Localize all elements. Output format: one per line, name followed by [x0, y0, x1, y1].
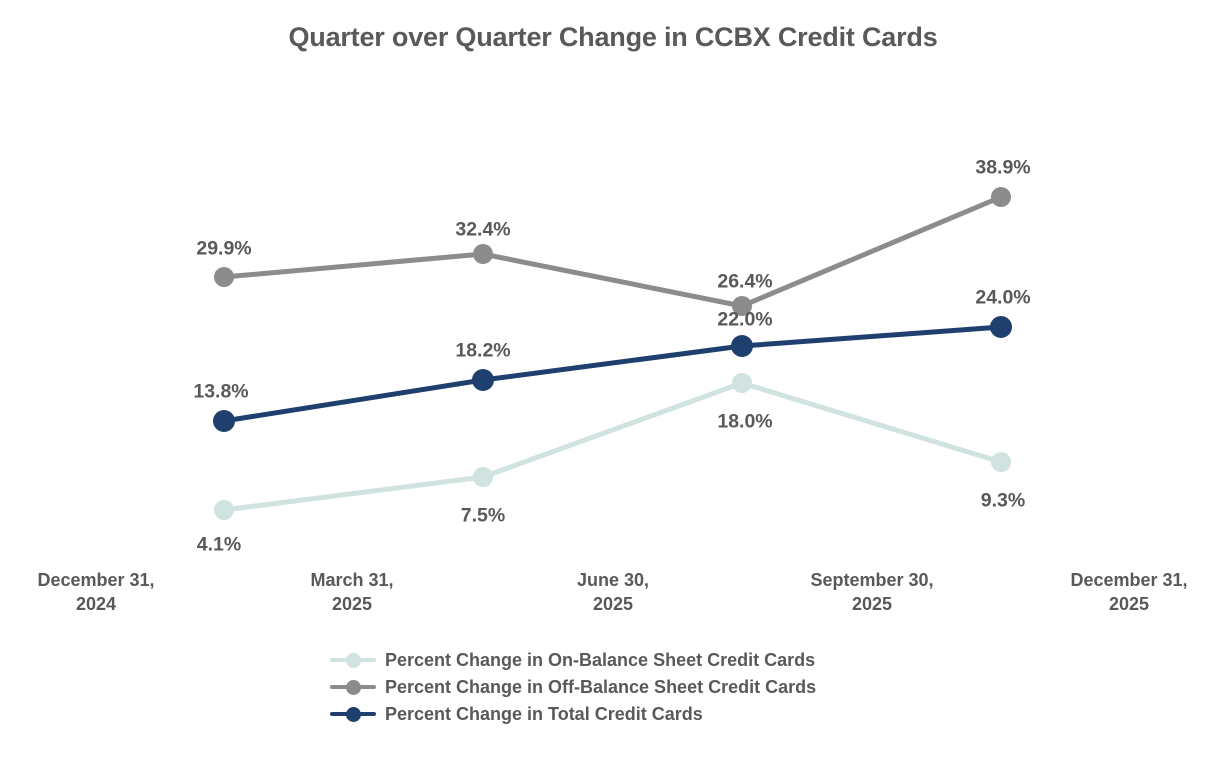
series-line-total — [221, 324, 1004, 424]
data-label-on-balance-0: 4.1% — [196, 533, 242, 556]
x-axis-tick-1: March 31, 2025 — [310, 568, 393, 617]
data-label-on-balance-3: 9.3% — [980, 489, 1026, 512]
x-axis-tick-4-line1: December 31, — [1070, 570, 1188, 590]
x-axis-tick-0-line1: December 31, — [37, 570, 155, 590]
x-axis-tick-2-line1: June 30, — [576, 570, 650, 590]
series-markers-off-balance — [214, 187, 1011, 316]
data-label-on-balance-2: 18.0% — [717, 410, 773, 433]
x-axis-tick-4-line2: 2025 — [1108, 594, 1150, 615]
data-label-off-balance-1: 32.4% — [455, 218, 511, 241]
data-point-marker — [732, 373, 752, 393]
legend-label-off-balance: Percent Change in Off-Balance Sheet Cred… — [385, 676, 817, 697]
legend-item-on-balance[interactable]: Percent Change in On-Balance Sheet Credi… — [330, 648, 816, 672]
x-axis-tick-0-line2: 2024 — [75, 594, 117, 615]
legend-label-on-balance: Percent Change in On-Balance Sheet Credi… — [385, 649, 816, 670]
x-axis-tick-0: December 31, 2024 — [37, 568, 154, 617]
x-axis-tick-1-line2: 2025 — [331, 594, 373, 615]
data-point-marker — [472, 369, 494, 391]
series-markers-on-balance — [214, 373, 1011, 520]
data-point-marker — [990, 316, 1012, 338]
legend-item-total[interactable]: Percent Change in Total Credit Cards — [330, 702, 816, 726]
x-axis-tick-4: December 31, 2025 — [1070, 568, 1187, 617]
data-point-marker — [991, 187, 1011, 207]
chart-legend: Percent Change in On-Balance Sheet Credi… — [330, 648, 816, 726]
data-point-marker — [991, 452, 1011, 472]
x-axis-tick-3-line1: September 30, — [810, 570, 934, 590]
x-axis-tick-2: June 30, 2025 — [577, 568, 649, 617]
data-label-off-balance-0: 29.9% — [196, 237, 252, 260]
data-label-total-1: 18.2% — [455, 339, 511, 362]
data-point-marker — [473, 467, 493, 487]
data-label-total-3: 24.0% — [975, 286, 1031, 309]
legend-swatch-on-balance-icon — [330, 649, 376, 671]
data-label-on-balance-1: 7.5% — [460, 504, 506, 527]
x-axis-tick-1-line1: March 31, — [310, 570, 394, 590]
series-line-off-balance — [221, 194, 1004, 309]
data-label-total-0: 13.8% — [193, 380, 249, 403]
data-point-marker — [473, 244, 493, 264]
legend-item-off-balance[interactable]: Percent Change in Off-Balance Sheet Cred… — [330, 675, 816, 699]
data-label-total-2: 22.0% — [717, 308, 773, 331]
legend-swatch-total-icon — [330, 703, 376, 725]
legend-label-total: Percent Change in Total Credit Cards — [385, 703, 703, 724]
x-axis-tick-3: September 30, 2025 — [810, 568, 933, 617]
x-axis-tick-3-line2: 2025 — [851, 594, 893, 615]
legend-swatch-off-balance-icon — [330, 676, 376, 698]
data-point-marker — [731, 335, 753, 357]
chart-title: Quarter over Quarter Change in CCBX Cred… — [288, 22, 938, 52]
data-label-off-balance-3: 38.9% — [975, 156, 1031, 179]
data-point-marker — [214, 267, 234, 287]
data-point-marker — [214, 500, 234, 520]
series-line-on-balance — [221, 380, 1004, 513]
x-axis-tick-2-line2: 2025 — [592, 594, 634, 615]
data-point-marker — [732, 296, 752, 316]
data-label-off-balance-2: 26.4% — [717, 270, 773, 293]
series-markers-total — [213, 316, 1012, 432]
data-point-marker — [213, 410, 235, 432]
